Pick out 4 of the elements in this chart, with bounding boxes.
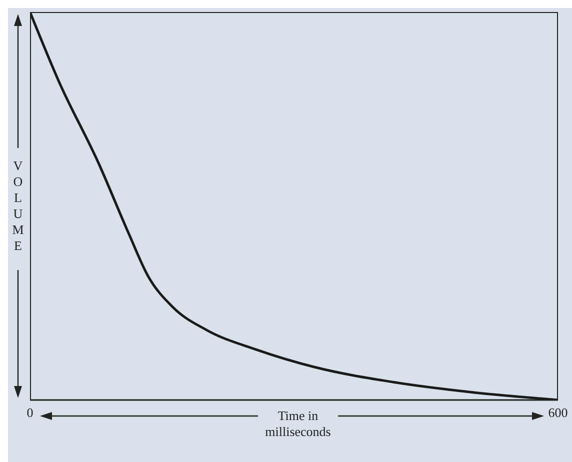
x-tick-label: 0 [26,405,34,420]
x-tick-label: 600 [548,405,568,420]
y-axis-title: VOLUME [11,158,25,254]
x-axis-title: Time in milliseconds [264,408,332,440]
